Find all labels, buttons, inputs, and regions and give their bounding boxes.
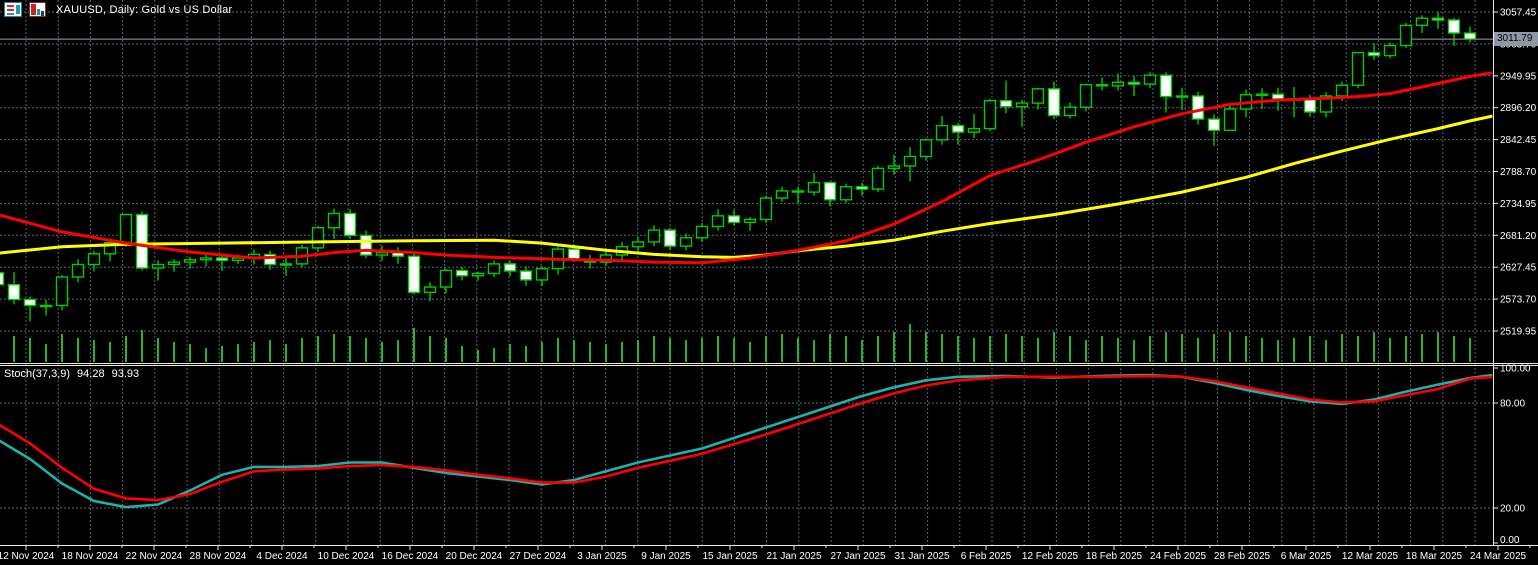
indicator-label: Stoch(37,3,9) 94.28 93.93 [4,368,146,380]
time-axis-label: 24 Mar 2025 [1470,551,1527,562]
time-axis-label: 24 Feb 2025 [1150,551,1207,562]
time-axis-label: 9 Jan 2025 [641,551,691,562]
stochastic-panel [0,373,1493,509]
price-axis-label: 2573.70 [1500,295,1537,306]
panel-frame [0,0,1538,546]
time-axis-label: 20 Dec 2024 [446,551,503,562]
price-axis-label: 2627.45 [1500,263,1537,274]
stoch-main-line [0,373,1493,509]
time-axis-label: 31 Jan 2025 [894,551,949,562]
time-axis-label: 28 Feb 2025 [1214,551,1271,562]
candles-layer [0,12,1477,322]
time-axis-label: 21 Jan 2025 [766,551,821,562]
time-axis-label: 12 Nov 2024 [0,551,55,562]
stoch-axis-label: 80.00 [1500,399,1525,410]
stoch-signal-line [0,374,1493,502]
stoch-axis[interactable]: 100.00 80.00 20.00 0.00 [1493,364,1531,547]
price-axis[interactable]: 3057.453003.702949.952896.202842.452788.… [1493,8,1537,338]
time-axis-label: 18 Feb 2025 [1086,551,1143,562]
bar-chart-icon[interactable] [29,2,46,17]
stoch-axis-label: 0.00 [1500,535,1520,546]
grid-lines [0,0,1493,545]
ma-fast-line [0,71,1493,265]
time-axis-label: 12 Mar 2025 [1342,551,1399,562]
time-axis-label: 27 Jan 2025 [830,551,885,562]
time-axis-label: 15 Jan 2025 [702,551,757,562]
price-axis-label: 2788.70 [1500,167,1537,178]
price-axis-label: 2896.20 [1500,103,1537,114]
price-axis-label: 2519.95 [1500,327,1537,338]
time-axis-label: 28 Nov 2024 [190,551,247,562]
price-axis-label: 2842.45 [1500,135,1537,146]
volume-bars [13,324,1471,362]
price-axis-label: 2681.20 [1500,231,1537,242]
indicator-name: Stoch(37,3,9) [4,368,71,380]
chart-header: XAUUSD, Daily: Gold vs US Dollar [4,2,232,17]
ma-slow-line [0,114,1493,259]
time-axis-label: 6 Feb 2025 [961,551,1012,562]
time-axis-label: 6 Mar 2025 [1281,551,1332,562]
time-axis-label: 16 Dec 2024 [382,551,439,562]
price-axis-label: 2734.95 [1500,199,1537,210]
time-axis-label: 10 Dec 2024 [318,551,375,562]
time-axis-label: 3 Jan 2025 [577,551,627,562]
price-axis-label: 2949.95 [1500,71,1537,82]
time-axis-label: 18 Mar 2025 [1406,551,1463,562]
indicator-signal-value: 93.93 [111,368,140,380]
quotes-list-icon[interactable] [4,2,22,17]
chart-title: XAUUSD, Daily: Gold vs US Dollar [56,3,233,16]
time-axis-label: 22 Nov 2024 [126,551,183,562]
current-price-label: 3011.79 [1494,32,1538,47]
time-axis-label: 4 Dec 2024 [256,551,308,562]
stoch-axis-label: 100.00 [1500,364,1531,375]
time-axis-label: 12 Feb 2025 [1022,551,1079,562]
stoch-axis-label: 20.00 [1500,504,1525,515]
indicator-main-value: 94.28 [77,368,105,380]
time-axis-label: 27 Dec 2024 [510,551,567,562]
time-axis-label: 18 Nov 2024 [62,551,119,562]
price-axis-label: 3057.45 [1500,8,1537,19]
time-axis[interactable]: 12 Nov 2024 18 Nov 2024 22 Nov 2024 28 Nov … [0,545,1531,562]
moving-averages [0,71,1493,265]
